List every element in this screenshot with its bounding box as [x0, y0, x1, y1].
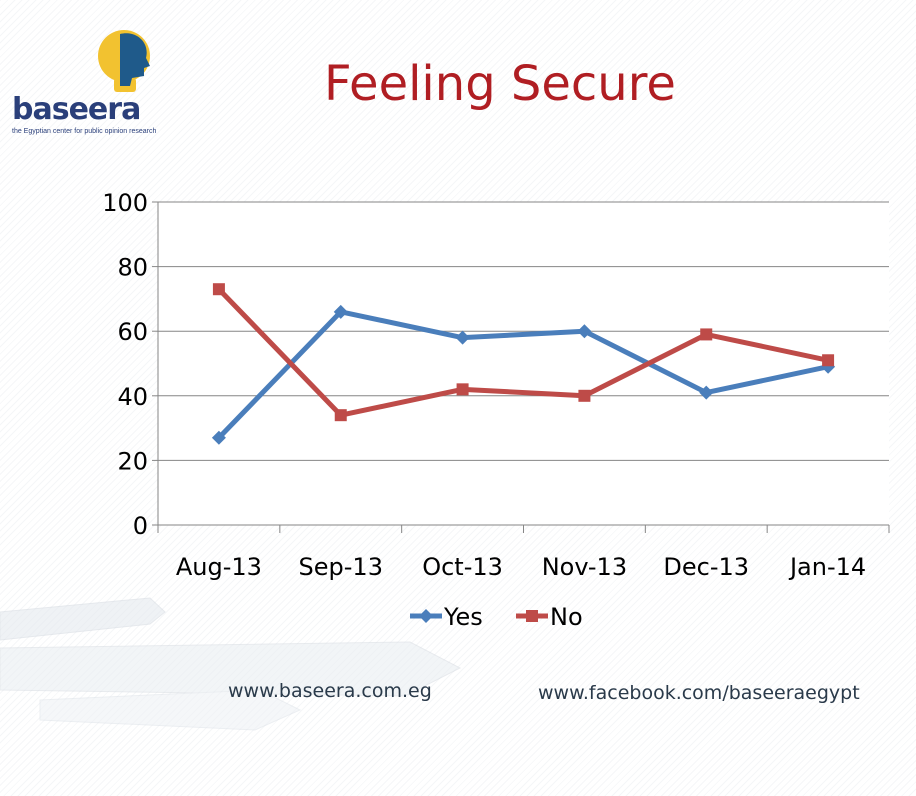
- logo-tagline: the Egyptian center for public opinion r…: [12, 128, 157, 135]
- y-tick-label: 20: [117, 447, 148, 475]
- series-line-no: [217, 287, 829, 418]
- y-tick-label: 100: [102, 189, 148, 217]
- data-point-no: [578, 389, 591, 402]
- x-tick-label: Aug-13: [176, 553, 262, 581]
- data-point-yes: [211, 430, 226, 445]
- data-point-no: [822, 354, 835, 367]
- line-chart: 0 20 40 60 80 100 Aug-13 Sep-13 Oct-13 Nov-13 Dec-…: [102, 189, 890, 631]
- legend-marker-no: [526, 610, 538, 622]
- decorative-arrows: [0, 597, 462, 731]
- data-point-yes: [333, 304, 348, 319]
- logo: baseera the Egyptian center for public o…: [8, 22, 188, 138]
- slide-title: Feeling Secure: [324, 56, 676, 112]
- x-tick-label: Dec-13: [663, 553, 749, 581]
- legend-label-yes: Yes: [443, 603, 483, 631]
- data-point-no: [456, 383, 469, 396]
- plot-area: [158, 202, 889, 525]
- x-tick-label: Nov-13: [542, 553, 627, 581]
- lightbulb-head-icon: [98, 30, 150, 92]
- data-point-no: [700, 328, 713, 341]
- data-point-no: [212, 283, 225, 296]
- x-tick-label: Jan-14: [788, 553, 866, 581]
- y-tick-label: 60: [117, 318, 148, 346]
- facebook-link[interactable]: www.facebook.com/baseeraegypt: [538, 682, 860, 704]
- data-point-yes: [577, 324, 592, 339]
- website-link[interactable]: www.baseera.com.eg: [228, 680, 432, 702]
- legend-label-no: No: [550, 603, 583, 631]
- y-tick-label: 80: [117, 254, 148, 282]
- data-point-yes: [699, 385, 714, 400]
- x-tick-label: Sep-13: [299, 553, 383, 581]
- y-tick-label: 0: [133, 512, 148, 540]
- x-tick-label: Oct-13: [422, 553, 503, 581]
- data-point-no: [334, 409, 347, 422]
- y-tick-label: 40: [117, 383, 148, 411]
- legend-marker-yes: [419, 609, 433, 623]
- logo-wordmark: baseera: [12, 92, 141, 127]
- data-point-yes: [455, 330, 470, 345]
- series-line-yes: [217, 309, 829, 440]
